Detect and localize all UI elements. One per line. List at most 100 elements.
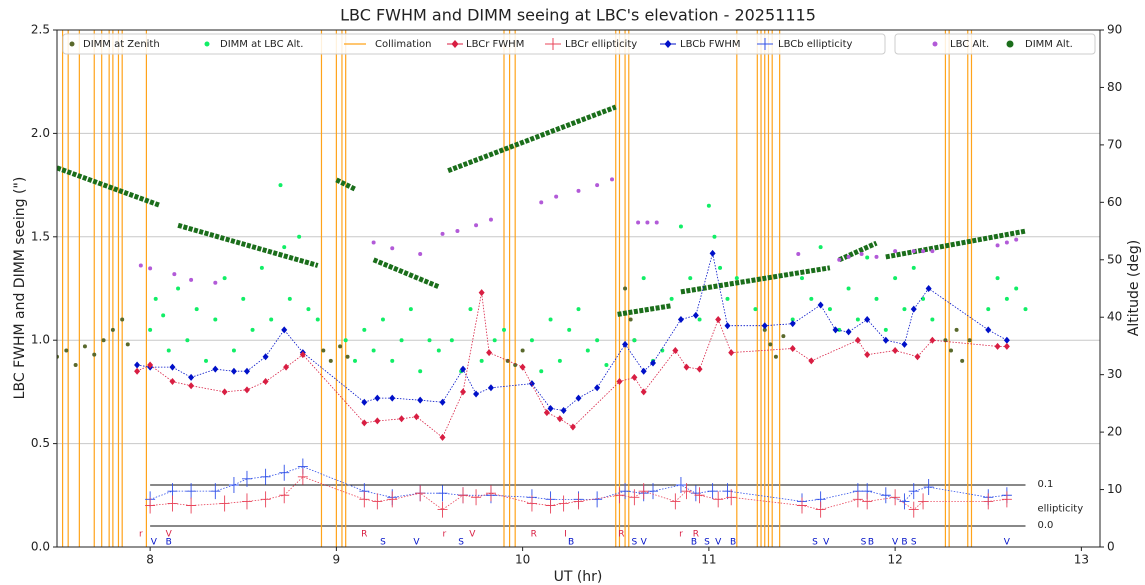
fwhm-point	[569, 423, 576, 431]
x-axis-label: UT (hr)	[554, 569, 603, 585]
fwhm-point	[1003, 336, 1010, 344]
fwhm-point	[650, 359, 656, 367]
y2-tick-label: 80	[1107, 80, 1122, 94]
filter-label: B	[568, 538, 574, 548]
data-point	[818, 245, 823, 250]
ellipticity-point	[437, 485, 448, 502]
y2-tick-label: 20	[1107, 425, 1122, 439]
data-point	[539, 200, 544, 205]
fwhm-point	[262, 353, 269, 361]
data-point	[390, 358, 395, 363]
fwhm-point	[230, 367, 237, 375]
fwhm-point	[640, 367, 647, 375]
fwhm-point	[478, 289, 485, 297]
data-point	[967, 338, 972, 343]
legend-marker	[545, 38, 561, 50]
legend-marker	[69, 41, 75, 47]
ellipticity-point	[167, 495, 178, 512]
y-tick-label: 1.0	[31, 333, 50, 347]
data-point	[576, 307, 581, 312]
data-point	[809, 296, 814, 301]
data-point	[338, 344, 343, 349]
ellipticity-point	[573, 493, 584, 510]
data-point	[628, 317, 633, 322]
ellipticity-point	[983, 493, 994, 510]
data-point	[790, 317, 795, 322]
data-point	[185, 338, 190, 343]
ellipticity-point	[241, 470, 252, 487]
data-point	[539, 369, 544, 374]
fwhm-point	[864, 351, 871, 359]
ellipticity-point	[918, 493, 929, 510]
fwhm-point	[361, 419, 368, 427]
data-point	[502, 327, 506, 332]
filter-label: V	[469, 530, 476, 540]
fwhm-point	[696, 365, 703, 373]
y2-tick-label: 70	[1107, 137, 1122, 151]
data-point	[874, 296, 879, 301]
data-point	[474, 223, 479, 228]
fwhm-point	[882, 336, 889, 344]
ellipticity-point	[681, 483, 692, 500]
data-point	[718, 265, 723, 270]
y-tick-label: 2.0	[31, 126, 50, 140]
data-point	[362, 327, 367, 332]
filter-label: V	[892, 538, 899, 548]
data-point	[161, 313, 166, 318]
legend-marker	[204, 41, 210, 47]
legend-label: DIMM at Zenith	[83, 39, 160, 50]
fwhm-point	[672, 347, 679, 355]
data-point	[321, 348, 326, 353]
fwhm-point	[283, 363, 290, 371]
x-tick-label: 11	[701, 553, 716, 567]
fwhm-point	[221, 388, 228, 396]
filter-label: r	[679, 530, 683, 540]
legend-label: DIMM Alt.	[1025, 39, 1073, 50]
fwhm-point	[374, 394, 381, 402]
y-tick-label: 0.5	[31, 436, 50, 450]
data-point	[954, 327, 959, 332]
data-point	[827, 307, 832, 312]
data-point	[1023, 307, 1028, 312]
fwhm-point	[817, 301, 824, 309]
data-point	[921, 249, 926, 254]
data-point	[479, 358, 484, 363]
data-point	[82, 344, 87, 349]
fwhm-point	[243, 367, 250, 375]
data-point	[604, 363, 609, 368]
data-point	[654, 220, 659, 225]
filter-label: B	[730, 538, 736, 548]
fwhm-point	[622, 340, 629, 348]
data-point	[846, 254, 851, 259]
fwhm-point	[914, 353, 921, 361]
data-point	[1004, 296, 1009, 301]
fwhm-point	[640, 388, 647, 396]
filter-label: S	[380, 538, 386, 548]
data-point	[427, 338, 432, 343]
data-point	[930, 317, 935, 322]
filter-label: B	[166, 538, 172, 548]
data-point	[585, 348, 590, 353]
fwhm-point	[901, 340, 908, 348]
data-point	[148, 266, 153, 271]
filter-label: r	[443, 530, 447, 540]
fwhm-point	[543, 409, 550, 417]
data-point	[874, 254, 879, 259]
plot-frame	[56, 29, 1101, 548]
data-point	[138, 263, 143, 268]
data-point	[781, 334, 786, 339]
fwhm-point	[487, 384, 494, 392]
data-point	[893, 276, 898, 281]
fwhm-point	[262, 378, 269, 386]
ellipticity-point	[558, 495, 569, 512]
filter-label: R	[361, 530, 367, 540]
data-point	[269, 317, 274, 322]
data-point	[371, 348, 376, 353]
data-point	[153, 296, 158, 301]
ellipticity-point	[726, 489, 737, 506]
filter-label: r	[139, 530, 143, 540]
legend-label: LBCb ellipticity	[778, 39, 852, 50]
fwhm-point	[594, 384, 601, 392]
fwhm-point	[134, 361, 141, 369]
fwhm-point	[413, 413, 420, 421]
